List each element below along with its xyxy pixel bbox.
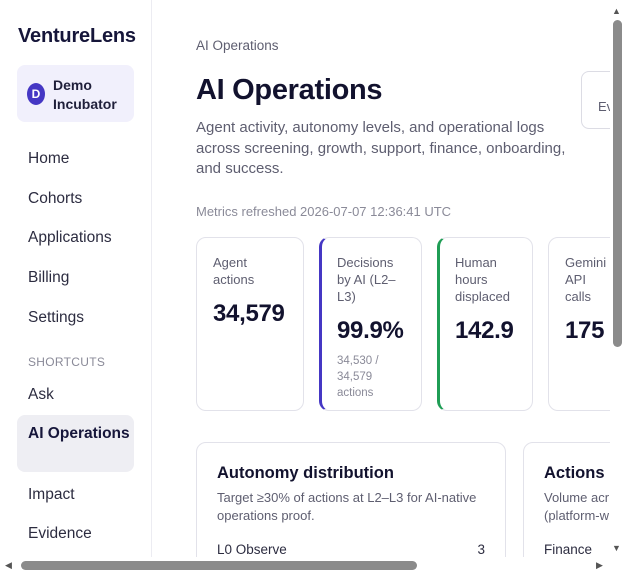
brand-logo[interactable]: VentureLens xyxy=(18,25,136,47)
nav-item-impact[interactable]: Impact xyxy=(28,486,75,503)
autonomy-row-label: L0 Observe xyxy=(217,542,287,557)
page-title: AI Operations xyxy=(196,74,383,106)
scroll-right-arrow-icon[interactable]: ▶ xyxy=(596,560,603,570)
horizontal-scroll-thumb[interactable] xyxy=(21,561,417,570)
stat-label: Gemini API calls xyxy=(565,255,607,304)
stat-value: 175 xyxy=(565,317,605,344)
nav-item-cohorts[interactable]: Cohorts xyxy=(28,190,83,207)
panel-title: Autonomy distribution xyxy=(217,464,394,482)
panel-title: Actions b xyxy=(544,464,610,482)
stat-value: 99.9% xyxy=(337,317,404,344)
nav-item-home[interactable]: Home xyxy=(28,150,70,167)
shortcuts-heading: SHORTCUTS xyxy=(28,355,106,369)
stat-note: 34,530 / 34,579 actions xyxy=(337,355,379,399)
refresh-timestamp: Metrics refreshed 2026-07-07 12:36:41 UT… xyxy=(196,204,452,219)
nav-item-applications[interactable]: Applications xyxy=(28,229,112,246)
stat-card-human-hours: Human hours displaced 142.9 xyxy=(437,237,533,411)
autonomy-distribution-panel: Autonomy distribution Target ≥30% of act… xyxy=(196,442,506,557)
stat-label: Human hours displaced xyxy=(455,255,510,304)
workspace-name: Demo Incubator xyxy=(53,77,117,112)
actions-row-label: Finance xyxy=(544,542,593,557)
nav-item-ask[interactable]: Ask xyxy=(28,386,54,403)
workspace-avatar: D xyxy=(27,83,45,105)
nav-item-billing[interactable]: Billing xyxy=(28,269,70,286)
stat-value: 142.9 xyxy=(455,317,514,344)
vertical-scroll-thumb[interactable] xyxy=(613,20,622,347)
nav-item-evidence[interactable]: Evidence xyxy=(28,525,92,542)
stat-card-gemini-calls: Gemini API calls 175 xyxy=(548,237,610,411)
nav-item-ai-operations[interactable]: AI Operations xyxy=(17,415,134,472)
stat-card-agent-actions: Agent actions 34,579 xyxy=(196,237,304,411)
panel-description: Volume acr (platform-w xyxy=(544,490,610,523)
scroll-left-arrow-icon[interactable]: ◀ xyxy=(5,560,12,570)
main-content: AI Operations AI Operations Agent activi… xyxy=(152,0,610,557)
scroll-up-arrow-icon[interactable]: ▲ xyxy=(612,6,621,16)
sidebar: VentureLens D Demo Incubator Home Cohort… xyxy=(0,0,152,557)
stat-value: 34,579 xyxy=(213,300,285,327)
autonomy-row-value: 3 xyxy=(477,542,485,557)
nav-item-settings[interactable]: Settings xyxy=(28,309,85,326)
scroll-down-arrow-icon[interactable]: ▼ xyxy=(612,543,621,553)
breadcrumb: AI Operations xyxy=(196,38,279,53)
stat-label: Decisions by AI (L2–L3) xyxy=(337,255,396,304)
actions-by-panel: Actions b Volume acr (platform-w Finance xyxy=(523,442,610,557)
page-subtitle: Agent activity, autonomy levels, and ope… xyxy=(196,119,566,177)
stat-card-decisions-by-ai: Decisions by AI (L2–L3) 99.9% 34,530 / 3… xyxy=(319,237,422,411)
export-button[interactable]: Ev ex xyxy=(581,71,610,129)
workspace-switcher[interactable]: D Demo Incubator xyxy=(17,65,134,122)
stat-label: Agent actions xyxy=(213,255,255,287)
panel-description: Target ≥30% of actions at L2–L3 for AI-n… xyxy=(217,490,477,523)
